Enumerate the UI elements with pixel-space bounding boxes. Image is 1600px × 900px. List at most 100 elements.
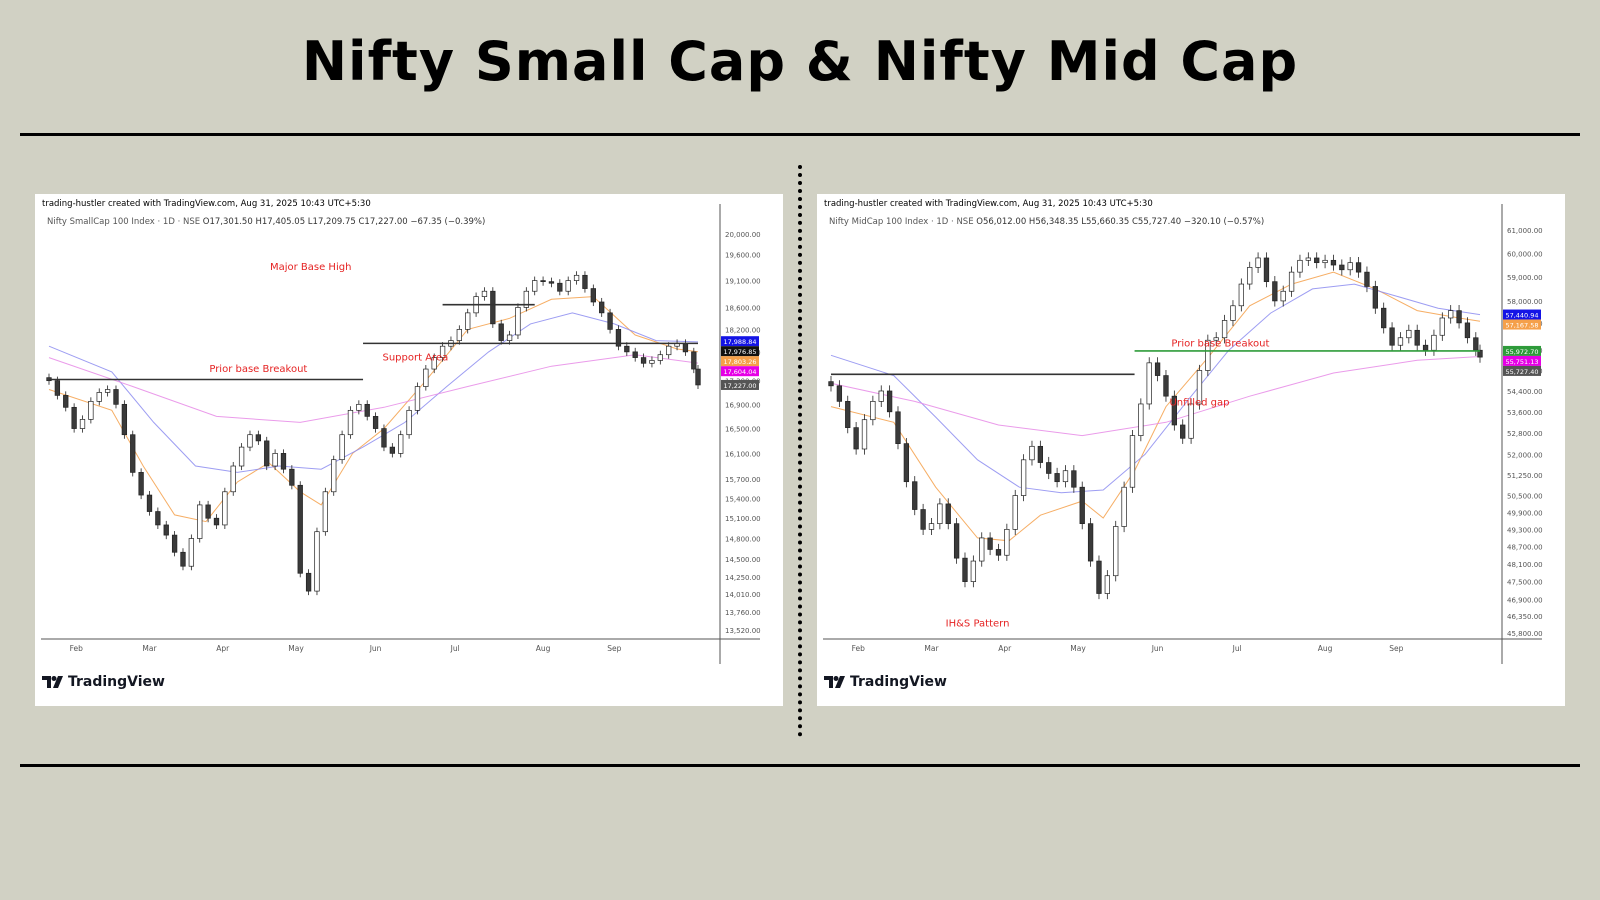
- candle: [197, 500, 203, 543]
- x-tick-label: Mar: [924, 644, 939, 653]
- candle: [230, 461, 236, 496]
- annotation-label: Prior base Breakout: [209, 364, 307, 375]
- candle: [305, 569, 312, 596]
- y-tick-label: 15,400.00: [725, 495, 761, 503]
- candle-body: [481, 290, 488, 297]
- candle: [1464, 317, 1471, 344]
- ohlc-readout: O56,012.00 H56,348.35 L55,660.35 C55,727…: [976, 217, 1265, 227]
- candle: [1171, 390, 1177, 431]
- candle-body: [63, 395, 69, 408]
- candle-body: [515, 307, 521, 336]
- y-tick-label: 16,900.00: [725, 401, 761, 409]
- candle-body: [895, 411, 901, 444]
- candle: [920, 503, 926, 535]
- candle-body: [314, 531, 320, 592]
- candle: [1037, 440, 1044, 469]
- x-tick-label: Apr: [998, 644, 1012, 653]
- candle: [590, 284, 596, 307]
- candle: [113, 385, 119, 409]
- y-tick-label: 46,350.00: [1507, 613, 1543, 621]
- tradingview-logo[interactable]: TradingView: [42, 674, 165, 690]
- chart-legend: Nifty MidCap 100 Index · 1D · NSE O56,01…: [829, 217, 1264, 227]
- candle-body: [1364, 271, 1370, 287]
- candle-body: [920, 509, 926, 530]
- candle-body: [490, 290, 496, 325]
- candle-body: [188, 538, 195, 567]
- candle-body: [1255, 257, 1261, 268]
- y-tick-label: 15,100.00: [725, 515, 761, 523]
- candle: [1322, 254, 1328, 269]
- candle: [322, 487, 329, 536]
- candle: [1339, 259, 1345, 276]
- price-badge-label: 57,167.58: [1505, 322, 1538, 330]
- y-tick-label: 13,520.00: [725, 627, 761, 635]
- y-tick-label: 18,600.00: [725, 304, 761, 312]
- y-tick-label: 19,100.00: [725, 278, 761, 286]
- candle: [1397, 332, 1404, 351]
- candle-body: [1339, 264, 1345, 271]
- candle: [1071, 465, 1077, 493]
- price-badge: [721, 356, 759, 367]
- candle: [886, 385, 893, 418]
- candle-body: [381, 428, 387, 448]
- candle-body: [1397, 337, 1404, 346]
- candle-body: [130, 434, 136, 473]
- candle: [895, 406, 901, 450]
- candle-body: [1113, 526, 1119, 577]
- candle-body: [695, 368, 701, 386]
- candle-body: [1305, 257, 1311, 261]
- candle-body: [423, 368, 429, 387]
- candle: [490, 287, 496, 328]
- candle-body: [364, 403, 370, 417]
- candle-body: [1297, 259, 1303, 273]
- candle: [1255, 252, 1261, 274]
- x-tick-label: Aug: [1318, 644, 1333, 653]
- candle: [1230, 300, 1236, 327]
- candle-body: [1213, 337, 1219, 341]
- candle: [1029, 440, 1035, 466]
- candle: [1280, 285, 1286, 307]
- candle: [506, 330, 513, 345]
- y-tick-label: 14,800.00: [725, 536, 761, 544]
- candle: [1054, 467, 1060, 488]
- y-tick-label: 50,500.00: [1507, 493, 1543, 501]
- candle-body: [230, 465, 236, 493]
- candle-body: [347, 409, 354, 436]
- candle-body: [565, 280, 571, 292]
- candle: [666, 342, 672, 359]
- candle-body: [163, 524, 169, 536]
- candle-body: [54, 380, 61, 396]
- ohlc-readout: O17,301.50 H17,405.05 L17,209.75 C17,227…: [202, 217, 486, 227]
- candle: [389, 443, 395, 458]
- candle: [465, 308, 471, 334]
- candle-body: [1171, 395, 1177, 426]
- candle: [71, 403, 77, 433]
- candle-body: [979, 537, 985, 562]
- candle: [557, 279, 563, 296]
- candle-body: [1431, 334, 1437, 351]
- candle: [1355, 257, 1362, 278]
- tradingview-logo[interactable]: TradingView: [824, 674, 947, 690]
- x-tick-label: Sep: [607, 644, 621, 653]
- candle: [54, 376, 61, 400]
- candle-body: [1280, 290, 1286, 302]
- candle-body: [1163, 375, 1169, 397]
- candle-body: [1129, 435, 1136, 488]
- candle-body: [398, 434, 404, 454]
- y-tick-label: 61,000.00: [1507, 227, 1543, 235]
- y-tick-label: 47,500.00: [1507, 579, 1543, 587]
- candle-body: [1054, 473, 1060, 483]
- candle-body: [431, 357, 437, 370]
- candle-body: [213, 517, 220, 526]
- candle-body: [1414, 329, 1420, 346]
- candle-body: [1381, 307, 1387, 329]
- candle-body: [878, 390, 884, 402]
- candle: [903, 438, 910, 488]
- candle: [912, 476, 918, 516]
- candle-body: [465, 312, 471, 330]
- candle-body: [1188, 403, 1194, 439]
- candle: [691, 347, 697, 374]
- candle: [146, 491, 153, 516]
- bottom-divider: [20, 764, 1580, 767]
- y-tick-label: 48,100.00: [1507, 561, 1543, 569]
